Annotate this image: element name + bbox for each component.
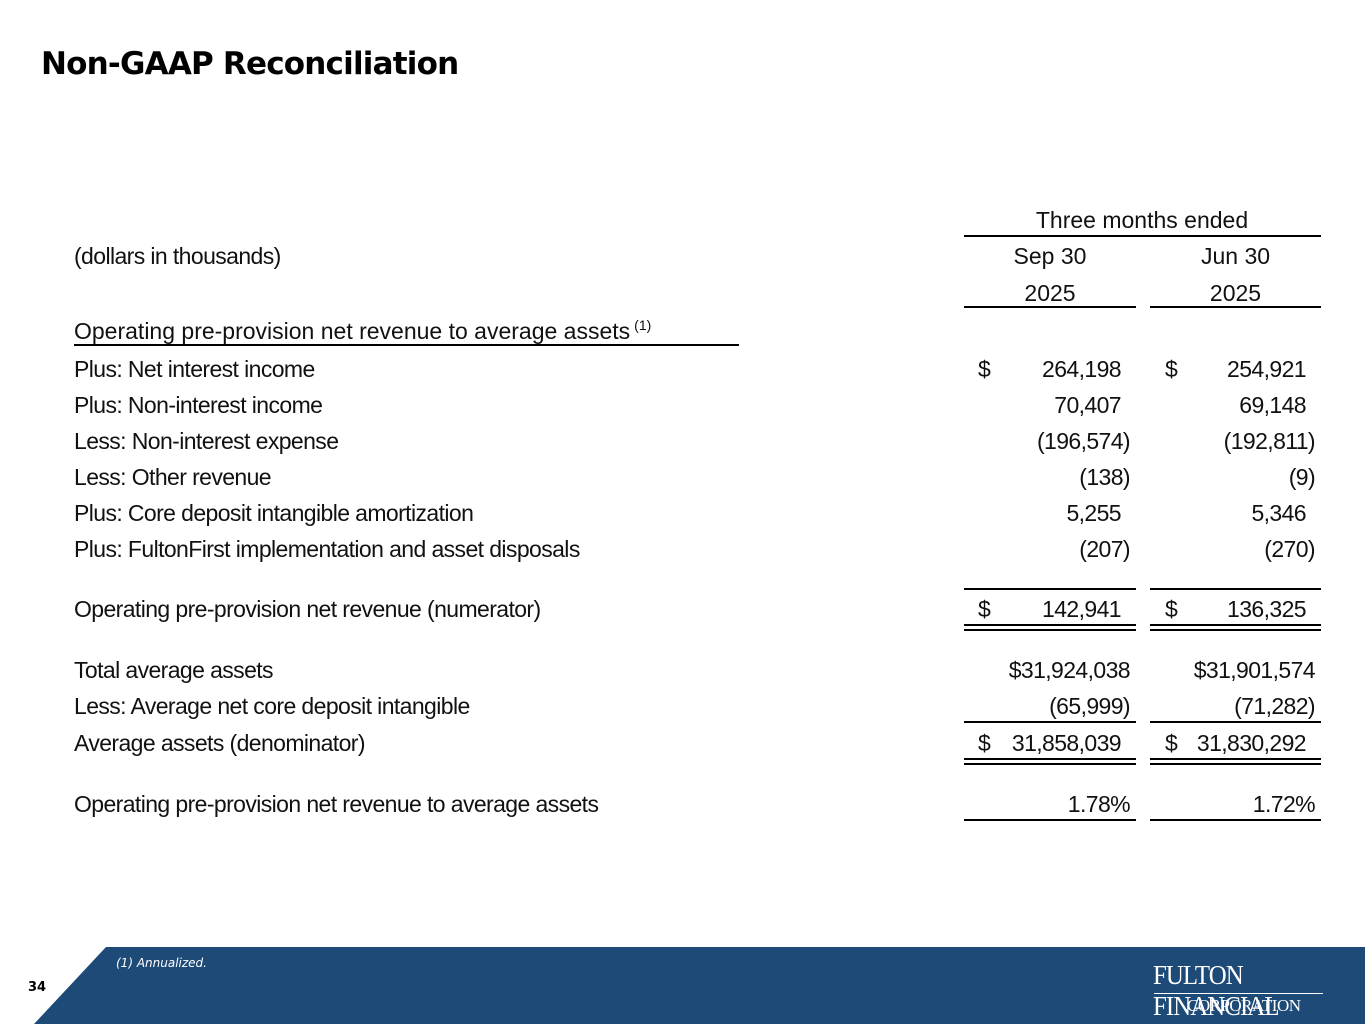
section-footnote-ref: (1) (634, 317, 652, 333)
value-jun: (270) (1264, 536, 1315, 562)
row-label-core-deposit-amortization: Plus: Core deposit intangible amortizati… (74, 500, 474, 526)
value-sep: (196,574) (1036, 428, 1131, 454)
currency-sign: $ (1165, 730, 1178, 756)
double-rule-jun (1150, 758, 1321, 765)
column-year-jun: 2025 (1209, 280, 1262, 306)
row-label-fultonfirst: Plus: FultonFirst implementation and ass… (74, 536, 580, 562)
value-jun: 254,921 (1227, 356, 1307, 382)
section-title-underline (74, 344, 739, 346)
footer-left-margin (0, 947, 34, 1024)
subtotal-rule-jun (1150, 588, 1321, 590)
value-jun: (9) (1288, 464, 1316, 490)
value-sep: 5,255 (1066, 500, 1121, 526)
ratio-rule-jun (1150, 819, 1321, 821)
subtotal-rule-sep (964, 721, 1136, 723)
value-jun: (192,811) (1223, 428, 1316, 454)
value-jun: 69,148 (1239, 392, 1306, 418)
value-sep: 142,941 (1042, 596, 1122, 622)
currency-sign: $ (978, 596, 991, 622)
company-logo-line2: CORPORATION (1187, 996, 1301, 1015)
column-year-sep: 2025 (1024, 280, 1076, 306)
row-label-net-interest-income: Plus: Net interest income (74, 356, 315, 382)
value-sep: $31,924,038 (1008, 657, 1131, 683)
ratio-rule-sep (964, 819, 1136, 821)
value-sep: (207) (1079, 536, 1130, 562)
value-jun: 1.72% (1252, 791, 1316, 817)
column-month-sep: Sep 30 (1013, 243, 1087, 269)
company-logo-rule (1154, 993, 1323, 994)
currency-sign: $ (978, 356, 991, 382)
units-label: (dollars in thousands) (74, 243, 281, 269)
value-jun: 5,346 (1251, 500, 1306, 526)
row-label-other-revenue: Less: Other revenue (74, 464, 272, 490)
currency-sign: $ (1165, 596, 1178, 622)
header-rule-sep (964, 306, 1136, 308)
value-sep: 264,198 (1042, 356, 1122, 382)
value-sep: 31,858,039 (1011, 730, 1122, 756)
value-sep: 70,407 (1054, 392, 1121, 418)
header-rule-jun (1150, 306, 1321, 308)
value-sep: 1.78% (1067, 791, 1131, 817)
subtotal-rule-jun (1150, 721, 1321, 723)
currency-sign: $ (1165, 356, 1178, 382)
column-month-jun: Jun 30 (1200, 243, 1271, 269)
value-jun: (71,282) (1234, 693, 1315, 719)
row-label-non-interest-income: Plus: Non-interest income (74, 392, 323, 418)
double-rule-jun (1150, 624, 1321, 631)
footer-diagonal (34, 947, 106, 1024)
row-label-ratio: Operating pre-provision net revenue to a… (74, 791, 599, 817)
row-label-numerator: Operating pre-provision net revenue (num… (74, 596, 541, 622)
value-sep: (65,999) (1049, 693, 1130, 719)
footer-band (0, 947, 1365, 1024)
section-title-text: Operating pre-provision net revenue to a… (74, 318, 631, 344)
row-label-total-average-assets: Total average assets (74, 657, 274, 683)
header-group-label: Three months ended (1035, 207, 1249, 233)
currency-sign: $ (978, 730, 991, 756)
value-jun: 31,830,292 (1196, 730, 1307, 756)
row-label-average-core-deposit: Less: Average net core deposit intangibl… (74, 693, 470, 719)
company-logo-line1: FULTON FINANCIAL (1153, 960, 1279, 1021)
value-jun: $31,901,574 (1193, 657, 1316, 683)
page-number: 34 (28, 980, 47, 995)
section-title: Operating pre-provision net revenue to a… (74, 317, 652, 344)
value-jun: 136,325 (1227, 596, 1307, 622)
row-label-non-interest-expense: Less: Non-interest expense (74, 428, 339, 454)
page-title: Non-GAAP Reconciliation (41, 46, 459, 82)
footnote-text: (1) Annualized. (116, 956, 207, 970)
double-rule-sep (964, 758, 1136, 765)
subtotal-rule-sep (964, 588, 1136, 590)
header-group-rule (964, 235, 1321, 237)
double-rule-sep (964, 624, 1136, 631)
row-label-denominator: Average assets (denominator) (74, 730, 365, 756)
value-sep: (138) (1079, 464, 1130, 490)
